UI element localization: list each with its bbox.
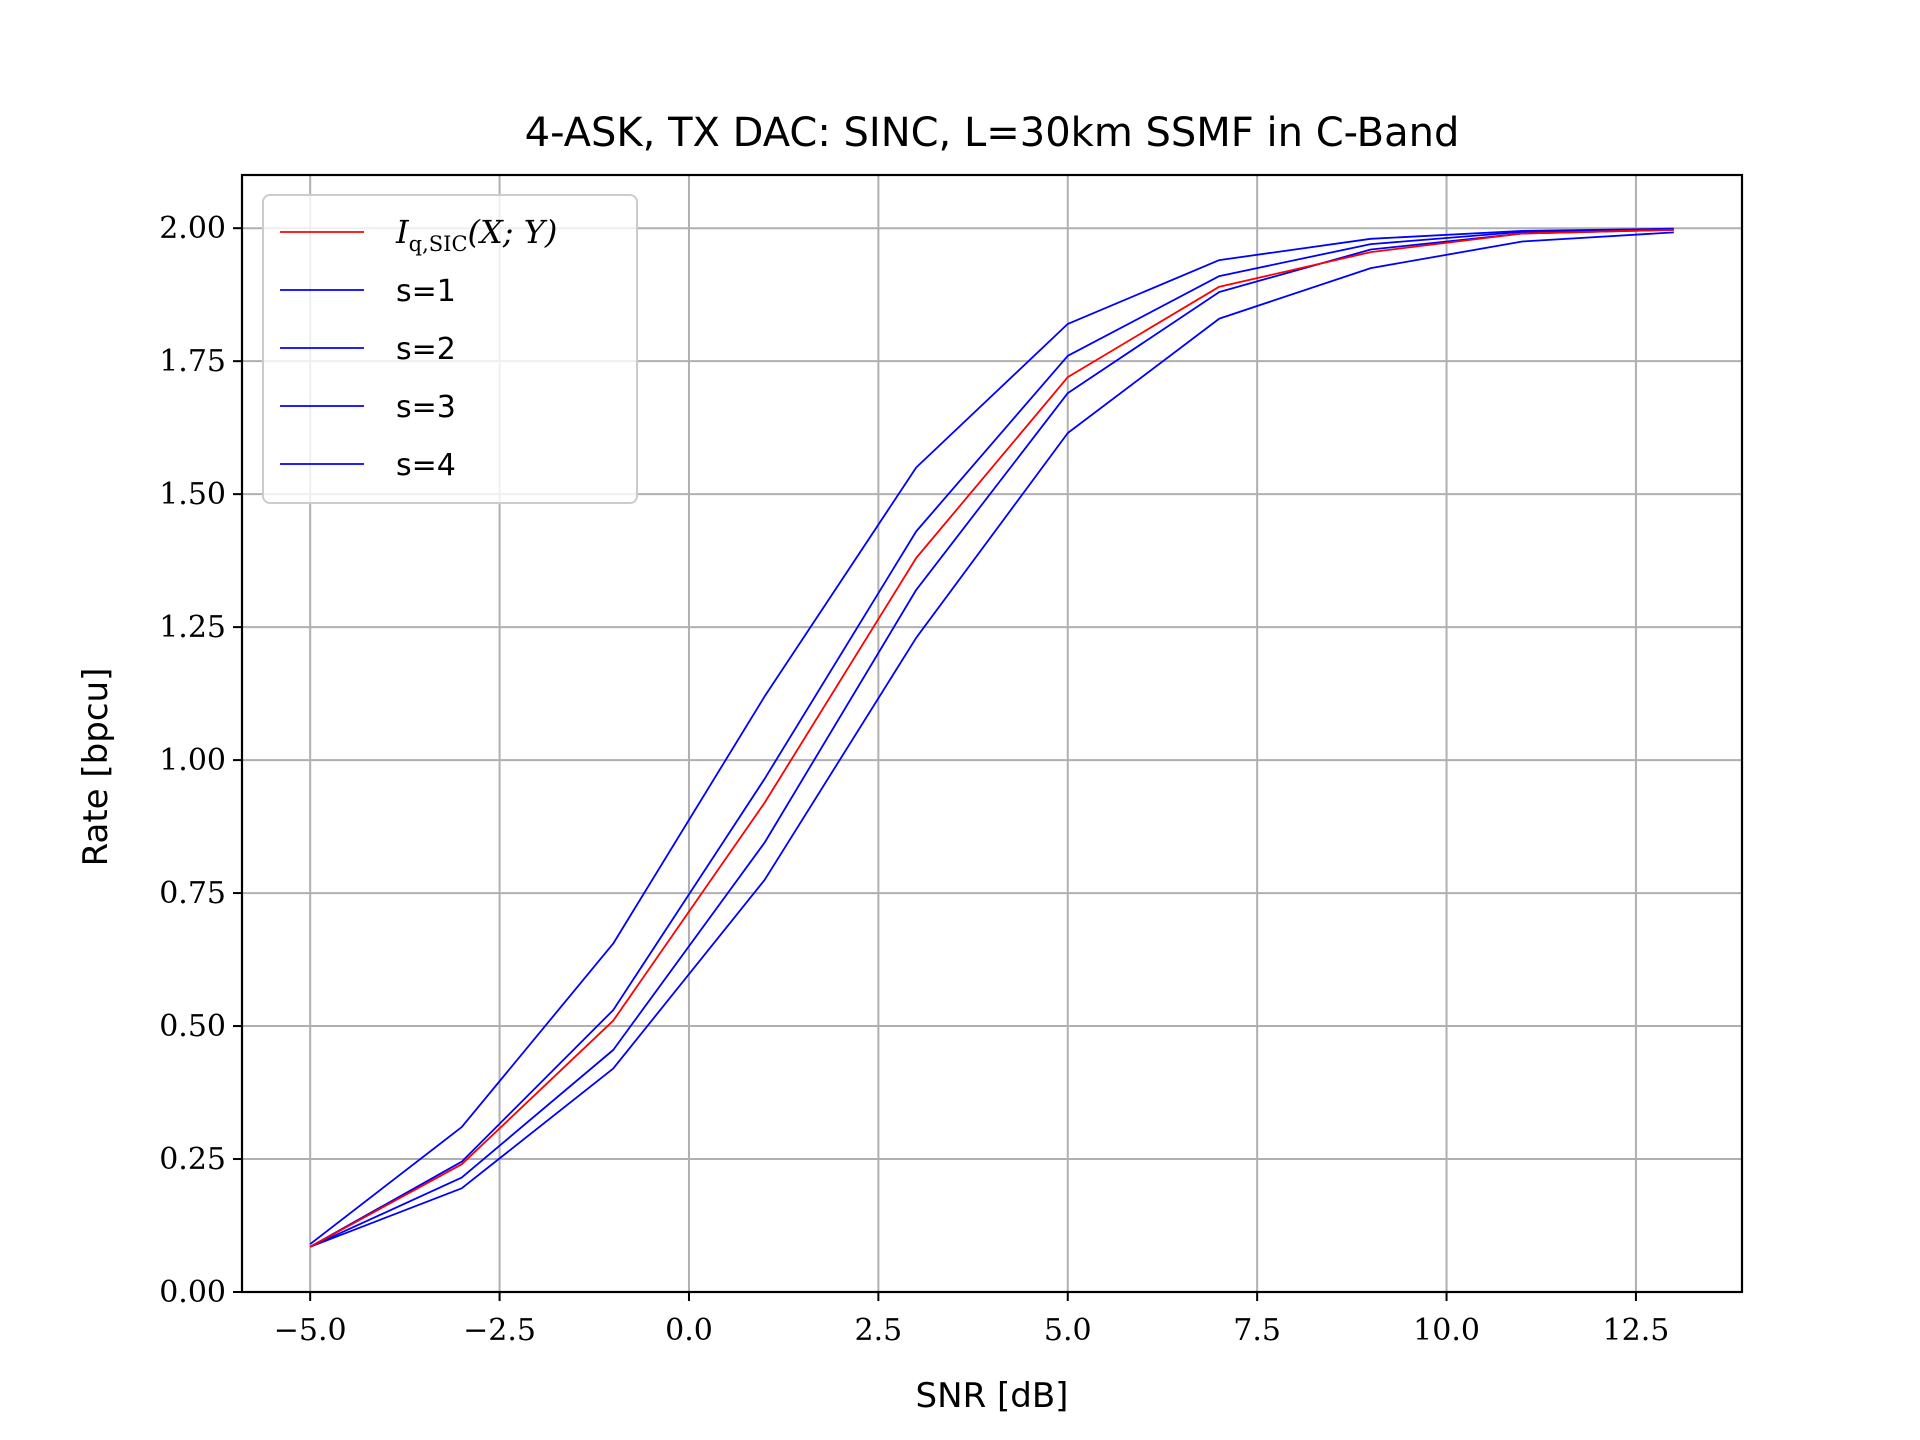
x-tick-label: 0.0 (665, 1313, 713, 1348)
y-tick-label: 0.25 (159, 1142, 226, 1177)
legend-label-0: Iq,SIC(X; Y) (395, 213, 557, 256)
series-line-2 (309, 228, 1674, 1248)
ticks: −5.0 −2.5 0.0 2.5 5.0 7.5 10.0 12.5 0.00 0.25 0.50… (159, 211, 1669, 1348)
y-tick-label: 0.75 (159, 876, 226, 911)
x-tick-label: 5.0 (1044, 1313, 1092, 1348)
legend-label-main: I (395, 213, 410, 251)
axes-frame (240, 173, 1744, 1294)
legend-label-subscript: q,SIC (409, 232, 468, 256)
x-tick-label: 12.5 (1603, 1313, 1670, 1348)
x-tick-label: 7.5 (1233, 1313, 1281, 1348)
legend-label-3: s=3 (396, 390, 456, 425)
x-tick-label: 2.5 (855, 1313, 903, 1348)
y-tick-label: 1.00 (159, 743, 226, 778)
legend-label-4: s=4 (396, 448, 456, 483)
y-tick-label: 1.75 (159, 344, 226, 379)
series-line-1 (309, 231, 1674, 1248)
legend-label-1: s=1 (396, 274, 456, 309)
y-tick-label: 2.00 (159, 211, 226, 246)
y-tick-label: 1.25 (159, 610, 226, 645)
series-line-4 (309, 227, 1674, 1245)
x-tick-label: −2.5 (463, 1313, 536, 1348)
series-layer (309, 227, 1674, 1248)
legend-label-tail: (X; Y) (468, 213, 558, 251)
x-tick-label: −5.0 (274, 1313, 347, 1348)
legend: Iq,SIC(X; Y) s=1 s=2 s=3 s=4 (262, 194, 638, 504)
legend-box (262, 194, 638, 504)
y-tick-label: 1.50 (159, 477, 226, 512)
x-tick-label: 10.0 (1413, 1313, 1480, 1348)
chart-title: 4-ASK, TX DAC: SINC, L=30km SSMF in C-Ba… (525, 110, 1460, 156)
series-line-3 (309, 228, 1674, 1248)
x-axis-label: SNR [dB] (916, 1376, 1069, 1416)
y-tick-label: 0.50 (159, 1009, 226, 1044)
y-tick-label: 0.00 (159, 1275, 226, 1310)
series-line-0 (309, 228, 1674, 1248)
y-axis-label: Rate [bpcu] (76, 668, 116, 867)
legend-label-2: s=2 (396, 332, 456, 367)
